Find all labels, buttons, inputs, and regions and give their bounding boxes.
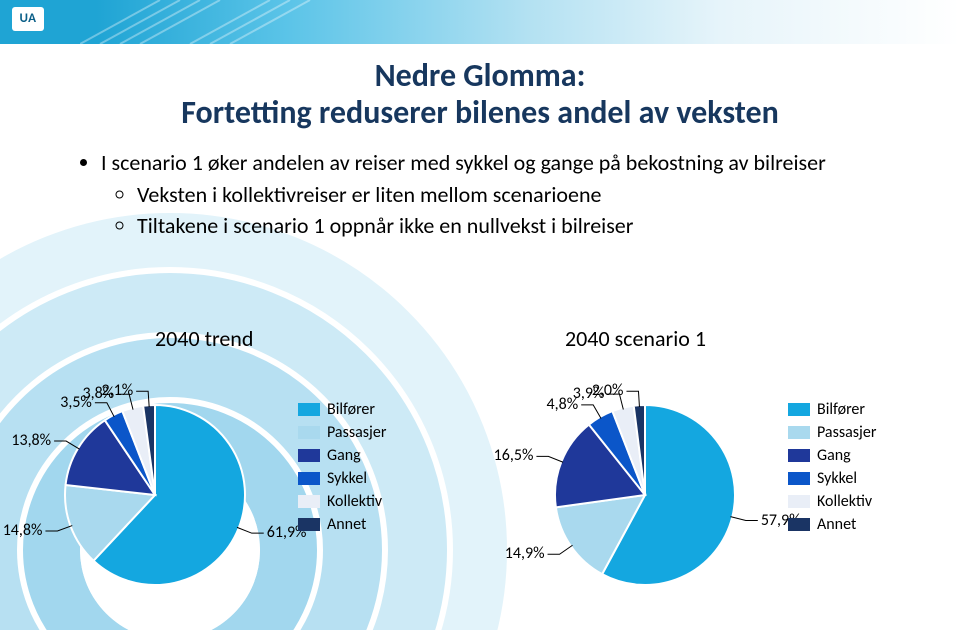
legend-swatch <box>788 449 810 462</box>
pie-leader-line <box>730 517 757 521</box>
legend-label: Bilfører <box>327 400 375 419</box>
pie-leader-line <box>581 405 601 419</box>
legend-row: Annet <box>788 515 876 534</box>
pie-leader-line <box>95 403 114 417</box>
legend-row: Bilfører <box>298 400 386 419</box>
pie2-title: 2040 scenario 1 <box>565 325 706 352</box>
legend-label: Annet <box>817 515 856 534</box>
legend-label: Passasjer <box>327 423 386 442</box>
legend-row: Annet <box>298 515 386 534</box>
pie1-title: 2040 trend <box>155 325 253 352</box>
pie-leader-line <box>548 545 573 554</box>
legend-row: Gang <box>298 446 386 465</box>
pie-slice-label: 14,9% <box>505 544 545 563</box>
pie-leader-line <box>536 456 563 462</box>
pie-leader-line <box>45 526 72 531</box>
legend-label: Bilfører <box>817 400 865 419</box>
legend-label: Gang <box>817 446 851 465</box>
bullet-list: I scenario 1 øker andelen av reiser med … <box>75 148 905 243</box>
legend-swatch <box>788 403 810 416</box>
legend-label: Annet <box>327 515 366 534</box>
title-line-2: Fortetting reduserer bilenes andel av ve… <box>0 95 960 132</box>
legend-label: Gang <box>327 446 361 465</box>
pie-slice-label: 16,5% <box>494 446 534 465</box>
legend-swatch <box>298 403 320 416</box>
legend-swatch <box>298 472 320 485</box>
legend-row: Passasjer <box>298 423 386 442</box>
legend-swatch <box>788 495 810 508</box>
legend-swatch <box>788 426 810 439</box>
legend-row: Kollektiv <box>298 492 386 511</box>
bullet-subitem-1: Veksten i kollektivreiser er liten mello… <box>137 180 905 210</box>
pie-leader-line <box>237 527 264 533</box>
legend-swatch <box>298 495 320 508</box>
legend-row: Bilfører <box>788 400 876 419</box>
legend-row: Gang <box>788 446 876 465</box>
legend-swatch <box>788 518 810 531</box>
legend-label: Passasjer <box>817 423 876 442</box>
title-block: Nedre Glomma: Fortetting reduserer bilen… <box>0 58 960 132</box>
header-diagonal-lines <box>80 0 480 44</box>
pie2-legend: Bilfører Passasjer Gang Sykkel Kollektiv Anne… <box>788 400 876 538</box>
legend-swatch <box>788 472 810 485</box>
legend-swatch <box>298 426 320 439</box>
bullet-subitem-2: Tiltakene i scenario 1 oppnår ikke en nu… <box>137 211 905 241</box>
legend-swatch <box>298 449 320 462</box>
pie-leader-line <box>54 441 80 449</box>
bullet-item-1: I scenario 1 øker andelen av reiser med … <box>101 148 905 178</box>
legend-row: Sykkel <box>788 469 876 488</box>
pie-slice-label: 13,8% <box>11 431 51 450</box>
legend-swatch <box>298 518 320 531</box>
legend-label: Sykkel <box>817 469 857 488</box>
header-band: UA <box>0 0 960 44</box>
pie-slice-label: 2,1% <box>101 381 133 400</box>
legend-row: Sykkel <box>298 469 386 488</box>
ua-logo-badge: UA <box>12 7 44 31</box>
legend-row: Passasjer <box>788 423 876 442</box>
pie-slice-label: 2,0% <box>592 381 624 400</box>
legend-label: Sykkel <box>327 469 367 488</box>
pie1-legend: Bilfører Passasjer Gang Sykkel Kollektiv Anne… <box>298 400 386 538</box>
legend-row: Kollektiv <box>788 492 876 511</box>
pie-slice-label: 14,8% <box>3 521 43 540</box>
title-line-1: Nedre Glomma: <box>0 58 960 95</box>
legend-label: Kollektiv <box>817 492 872 511</box>
legend-label: Kollektiv <box>327 492 382 511</box>
